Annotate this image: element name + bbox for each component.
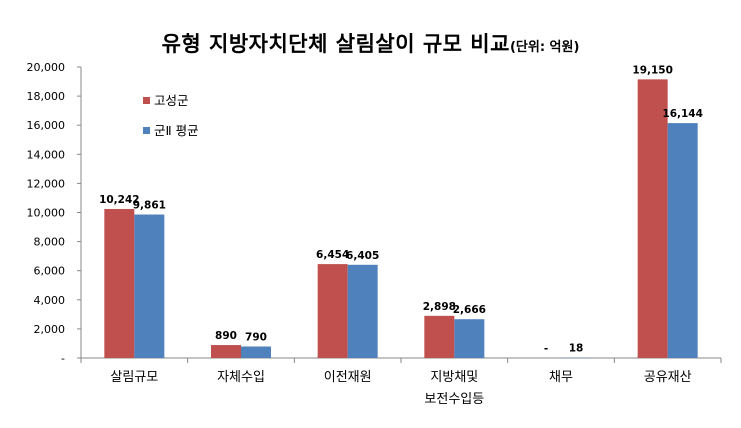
- x-tick-label: 채무: [549, 370, 573, 385]
- y-tick-label: 6,000: [34, 265, 66, 278]
- y-tick-label: 8,000: [34, 236, 66, 249]
- y-tick-label: 4,000: [34, 294, 66, 307]
- y-tick-label: 16,000: [27, 119, 66, 132]
- legend-label: 고성군: [154, 93, 189, 108]
- data-label: 6,454: [316, 249, 349, 261]
- y-tick-label: -: [61, 352, 65, 365]
- x-tick-label: 보전수입등: [424, 392, 484, 407]
- bar: [104, 208, 135, 358]
- data-label: 19,150: [632, 64, 673, 76]
- x-tick-label: 공유재산: [644, 370, 692, 385]
- legend-label: 군Ⅱ 평균: [154, 123, 199, 138]
- y-tick-label: 20,000: [27, 61, 66, 74]
- bar: [424, 315, 455, 358]
- data-label: 9,861: [133, 200, 166, 212]
- bar: [637, 79, 668, 359]
- y-tick-label: 18,000: [27, 90, 66, 103]
- chart-title-unit: (단위: 억원): [509, 40, 580, 55]
- bar: [317, 264, 348, 358]
- data-label: 18: [569, 343, 584, 355]
- data-label: 6,405: [346, 250, 379, 262]
- data-label: 16,144: [662, 108, 703, 120]
- data-label: 2,898: [423, 301, 456, 313]
- legend-swatch: [143, 127, 150, 134]
- chart-title-main: 유형 지방자치단체 살림살이 규모 비교: [161, 32, 510, 56]
- data-label: 2,666: [453, 304, 486, 316]
- data-label: -: [544, 343, 548, 355]
- data-label: 10,242: [99, 194, 140, 206]
- chart-title: 유형 지방자치단체 살림살이 규모 비교(단위: 억원): [0, 28, 741, 58]
- bar: [667, 123, 698, 358]
- data-label: 790: [245, 332, 267, 344]
- bar: [134, 214, 165, 358]
- x-tick-label: 살림규모: [110, 370, 158, 385]
- y-tick-label: 12,000: [27, 177, 66, 190]
- x-tick-label: 이전재원: [324, 370, 372, 385]
- bar: [241, 346, 271, 358]
- y-tick-label: 10,000: [27, 207, 66, 220]
- bar: [347, 264, 378, 358]
- y-tick-label: 14,000: [27, 148, 66, 161]
- legend-swatch: [143, 97, 150, 104]
- x-tick-label: 자체수입: [217, 370, 265, 385]
- x-tick-label: 지방채및: [430, 370, 478, 385]
- bar: [454, 319, 485, 358]
- y-tick-label: 2,000: [34, 323, 66, 336]
- bar: [211, 345, 241, 358]
- data-label: 890: [215, 330, 237, 342]
